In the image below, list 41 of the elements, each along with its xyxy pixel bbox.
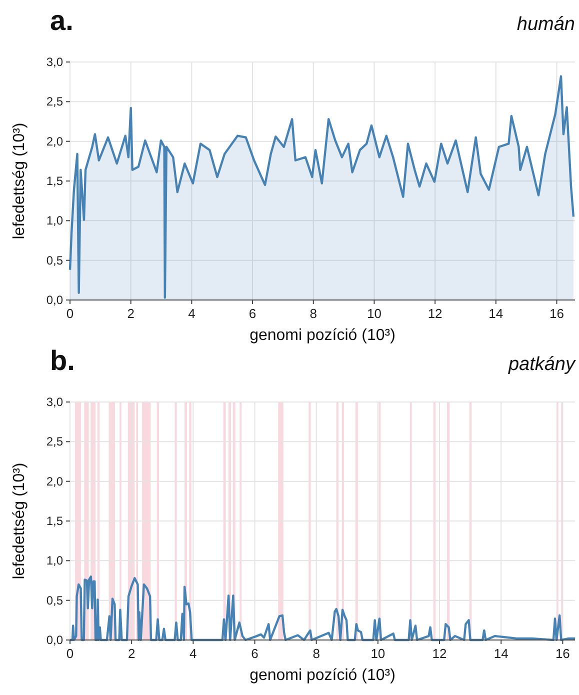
x-axis-title: genomi pozíció (10³) xyxy=(250,667,396,684)
x-tick-label: 0 xyxy=(66,646,74,661)
x-tick-label: 2 xyxy=(127,306,134,321)
y-tick-label: 1,0 xyxy=(46,214,64,228)
x-tick-label: 16 xyxy=(555,646,570,661)
x-tick-label: 2 xyxy=(128,646,136,661)
x-tick-label: 16 xyxy=(550,306,564,321)
y-tick-label: 0,5 xyxy=(46,253,64,268)
x-tick-label: 12 xyxy=(432,646,447,661)
y-tick-label: 2,0 xyxy=(46,134,64,148)
y-tick-label: 1,5 xyxy=(46,174,64,188)
y-axis-title: lefedettség (10³) xyxy=(11,462,28,580)
x-tick-label: 12 xyxy=(428,306,442,321)
x-tick-label: 10 xyxy=(366,306,382,321)
chart-title: b. xyxy=(50,345,75,376)
x-tick-label: 8 xyxy=(312,646,320,661)
chart-subtitle: humán xyxy=(516,14,575,35)
x-tick-label: 0 xyxy=(66,306,74,321)
x-tick-label: 8 xyxy=(310,306,317,321)
x-tick-label: 6 xyxy=(251,646,258,661)
y-tick-label: 0,0 xyxy=(46,293,64,307)
x-tick-label: 14 xyxy=(494,646,508,661)
y-axis-title: lefedettség (10³) xyxy=(11,122,28,240)
chart-subtitle: patkány xyxy=(507,354,576,375)
y-tick-label: 3,0 xyxy=(46,55,64,69)
chart-title: a. xyxy=(50,5,74,36)
x-tick-label: 4 xyxy=(190,646,197,661)
y-tick-label: 2,5 xyxy=(46,94,64,109)
y-tick-label: 0,0 xyxy=(46,633,64,647)
line-series xyxy=(68,575,576,642)
y-tick-label: 2,0 xyxy=(46,474,64,488)
y-tick-label: 1,5 xyxy=(46,514,64,528)
x-tick-label: 6 xyxy=(248,306,256,321)
x-tick-label: 4 xyxy=(188,306,196,321)
y-tick-label: 2,5 xyxy=(46,434,64,449)
x-axis-title: genomi pozíció (10³) xyxy=(250,327,396,344)
y-tick-label: 3,0 xyxy=(46,395,64,409)
x-tick-label: 14 xyxy=(488,306,504,321)
y-tick-label: 0,5 xyxy=(46,593,64,608)
y-tick-label: 1,0 xyxy=(46,554,64,568)
x-tick-label: 10 xyxy=(370,646,386,661)
